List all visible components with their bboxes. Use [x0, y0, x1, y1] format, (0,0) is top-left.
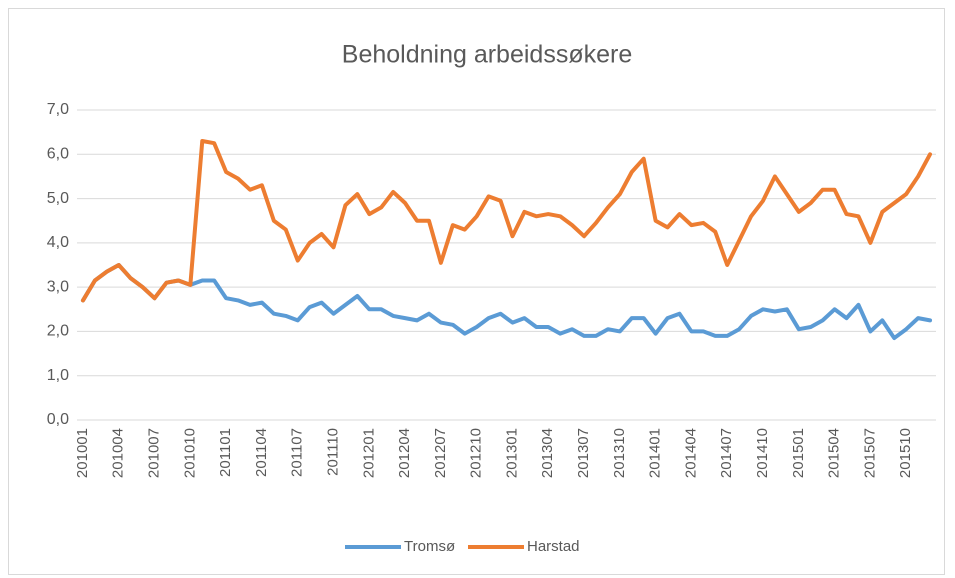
x-tick-label: 201001 [74, 428, 91, 478]
x-tick-label: 201010 [181, 428, 198, 478]
x-tick-label: 201207 [432, 428, 449, 478]
x-tick-label: 201201 [360, 428, 377, 478]
chart-frame [8, 8, 945, 575]
y-tick-label: 0,0 [47, 411, 69, 428]
x-tick-label: 201401 [647, 428, 664, 478]
y-tick-label: 1,0 [47, 367, 69, 384]
x-tick-label: 201504 [826, 428, 843, 478]
line-series [80, 263, 933, 341]
x-tick-label: 201204 [396, 428, 413, 478]
x-tick-label: 201501 [790, 428, 807, 478]
x-tick-label: 201407 [718, 428, 735, 478]
x-tick-label: 201110 [324, 428, 341, 476]
x-tick-label: 201004 [110, 428, 127, 478]
y-tick-label: 4,0 [47, 234, 69, 251]
y-tick-label: 5,0 [47, 190, 69, 207]
legend-label: Tromsø [404, 538, 455, 555]
x-tick-label: 201107 [289, 428, 306, 477]
x-tick-label: 201310 [611, 428, 628, 478]
y-tick-label: 6,0 [47, 146, 69, 163]
x-tick-label: 201510 [897, 428, 914, 478]
legend-label: Harstad [527, 538, 580, 555]
x-tick-label: 201507 [861, 428, 878, 478]
y-tick-label: 2,0 [47, 323, 69, 340]
line-series [80, 139, 933, 303]
chart-title: Beholdning arbeidssøkere [342, 41, 632, 69]
x-tick-label: 201301 [503, 428, 520, 478]
x-tick-label: 201210 [468, 428, 485, 478]
x-tick-label: 201101 [217, 428, 234, 477]
x-tick-label: 201007 [146, 428, 163, 478]
x-tick-label: 201410 [754, 428, 771, 478]
y-tick-label: 7,0 [47, 101, 69, 118]
x-tick-label: 201104 [253, 428, 270, 477]
x-tick-label: 201307 [575, 428, 592, 478]
x-tick-label: 201404 [682, 428, 699, 478]
x-tick-label: 201304 [539, 428, 556, 478]
y-tick-label: 3,0 [47, 278, 69, 295]
